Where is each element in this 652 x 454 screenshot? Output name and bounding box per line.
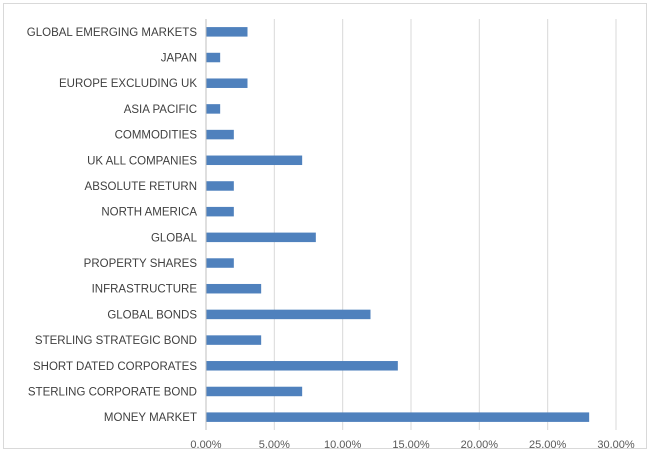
x-tick-labels: 0.00% 5.00% 10.00% 15.00% 20.00% 25.00% 30.00% [190, 439, 634, 450]
x-tick-label: 10.00% [324, 439, 362, 450]
x-tick-label: 25.00% [529, 439, 567, 450]
bar [206, 283, 262, 294]
x-tick-label: 0.00% [190, 439, 221, 450]
x-tick-label: 30.00% [597, 439, 635, 450]
bar [206, 386, 303, 397]
x-tick-label: 20.00% [461, 439, 499, 450]
category-label: GLOBAL [151, 232, 198, 244]
category-label: STERLING CORPORATE BOND [28, 386, 197, 398]
x-tick-label: 5.00% [259, 439, 290, 450]
category-label: ASIA PACIFIC [124, 104, 197, 116]
bar [206, 27, 248, 37]
bar [206, 206, 234, 217]
category-label: JAPAN [161, 53, 197, 65]
category-label: ABSOLUTE RETURN [85, 181, 197, 193]
category-label: PROPERTY SHARES [84, 258, 198, 270]
category-label: NORTH AMERICA [101, 207, 197, 219]
bar [206, 258, 234, 268]
chart-area: GLOBAL EMERGING MARKETS JAPAN EUROPE EXCLU… [3, 3, 647, 450]
bar [206, 129, 234, 140]
bar [206, 78, 248, 88]
category-label: GLOBAL BONDS [107, 309, 197, 321]
bar-chart: GLOBAL EMERGING MARKETS JAPAN EUROPE EXCLU… [27, 19, 635, 450]
category-label: EUROPE EXCLUDING UK [59, 78, 197, 90]
bar [206, 104, 221, 114]
bar [206, 309, 371, 320]
bar [206, 361, 398, 371]
category-labels: GLOBAL EMERGING MARKETS JAPAN EUROPE EXCLU… [27, 27, 198, 424]
bar [206, 335, 262, 345]
category-label: SHORT DATED CORPORATES [33, 361, 197, 373]
bars [206, 27, 590, 422]
category-label: UK ALL COMPANIES [87, 155, 197, 167]
category-label: INFRASTRUCTURE [92, 284, 198, 296]
x-tick-label: 15.00% [392, 439, 430, 450]
category-label: MONEY MARKET [104, 412, 197, 424]
bar [206, 52, 221, 63]
bar [206, 232, 316, 243]
category-label: COMMODITIES [115, 130, 198, 142]
category-label: STERLING STRATEGIC BOND [35, 335, 197, 347]
bar [206, 181, 234, 191]
bar [206, 412, 590, 422]
category-label: GLOBAL EMERGING MARKETS [27, 27, 198, 39]
bar [206, 155, 303, 166]
